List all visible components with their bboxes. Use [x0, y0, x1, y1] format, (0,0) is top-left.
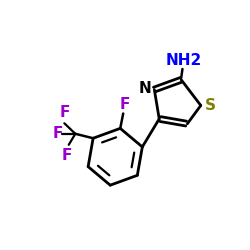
Text: F: F: [59, 105, 70, 120]
Text: S: S: [205, 98, 216, 113]
Text: F: F: [119, 96, 130, 112]
Text: F: F: [62, 148, 72, 164]
Text: F: F: [52, 126, 63, 141]
Text: NH2: NH2: [166, 53, 202, 68]
Text: N: N: [139, 81, 151, 96]
